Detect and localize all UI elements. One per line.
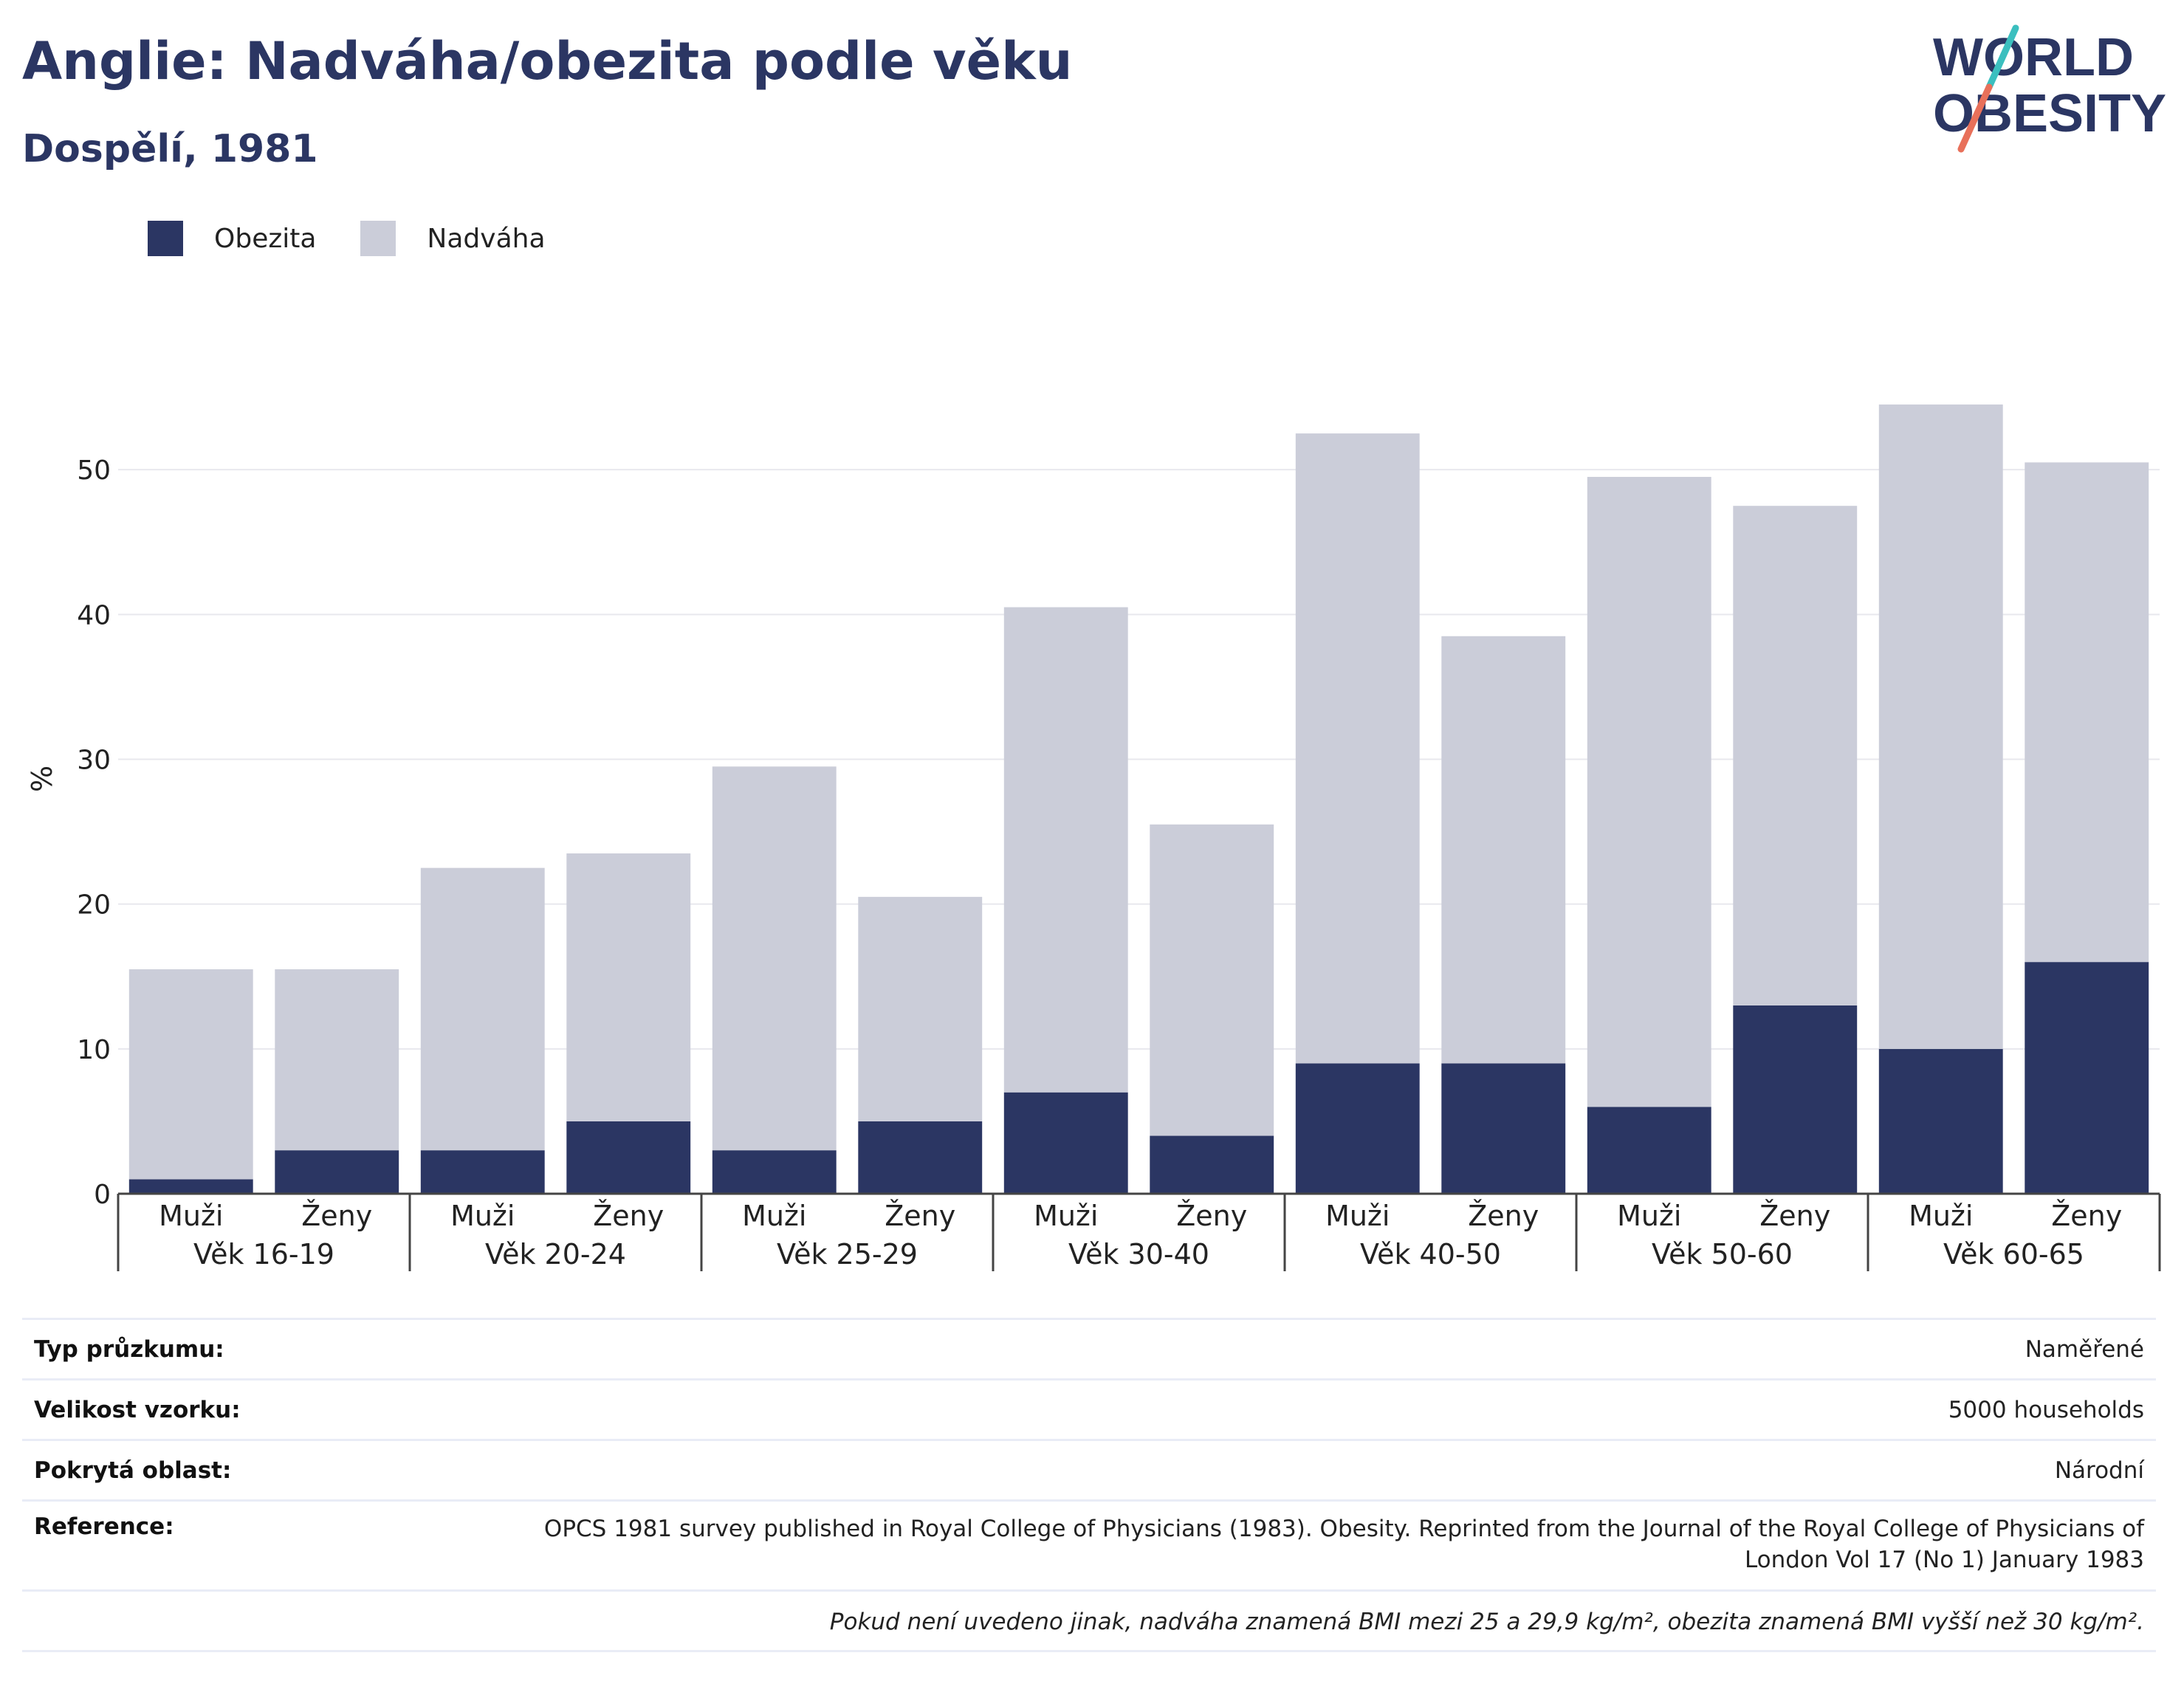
bar-obezita [275,1150,399,1194]
x-subcategory-label: Muži [450,1200,515,1232]
bar-obezita [1003,1092,1128,1194]
bar-obezita [858,1121,983,1194]
x-subcategory-label: Muži [1909,1200,1973,1232]
info-value: OPCS 1981 survey published in Royal Coll… [543,1516,2144,1573]
info-row-sample-size: Velikost vzorku: 5000 households [22,1381,2156,1441]
chart-legend: Obezita Nadváha [148,218,590,259]
bar-nadvaha [1003,607,1128,1093]
x-subcategory-label: Muži [1617,1200,1681,1232]
x-group-label: Věk 25-29 [777,1238,918,1271]
bar-nadvaha [1295,433,1420,1064]
y-tick-label: 50 [77,455,111,486]
info-label: Pokrytá oblast: [34,1457,232,1484]
bar-obezita [1878,1048,2003,1194]
info-value: Naměřené [2025,1335,2144,1363]
x-subcategory-label: Muži [1034,1200,1098,1232]
x-subcategory-label: Ženy [1176,1200,1247,1232]
stacked-bar-chart: 0 10 20 30 40 50% Muži Ženy Muži Ženy Muži Ženy Muži… [26,404,2161,1271]
logo-line-2: OBESITY [1933,84,2166,143]
chart-subtitle: Dospělí, 1981 [22,127,318,171]
y-tick-label: 30 [77,746,111,776]
x-group-label: Věk 60-65 [1943,1238,2084,1271]
logo-line-1: WORLD [1933,28,2134,87]
logo-slash-top [1985,24,2019,91]
x-subcategory-label: Ženy [593,1200,664,1232]
y-tick-label: 10 [77,1035,111,1065]
y-tick-label: 0 [94,1180,111,1210]
bar-obezita [1733,1005,1858,1194]
x-subcategory-label: Ženy [1468,1200,1539,1232]
bar-nadvaha [1150,824,1274,1136]
x-group-label: Věk 40-50 [1360,1238,1501,1271]
info-value: Národní [2054,1457,2144,1484]
x-subcategory-label: Ženy [301,1200,372,1232]
info-value: 5000 households [1948,1396,2144,1423]
x-group-label: Věk 20-24 [485,1238,626,1271]
bar-nadvaha [1587,476,1711,1107]
info-row-reference: Reference: OPCS 1981 survey published in… [22,1502,2156,1592]
legend-swatch-obezita [148,221,183,256]
bar-obezita [712,1150,837,1194]
x-subcategory-label: Muži [159,1200,223,1232]
bar-nadvaha [712,766,837,1151]
bar-nadvaha [1878,404,2003,1049]
info-label: Typ průzkumu: [34,1335,224,1363]
bar-nadvaha [275,969,399,1151]
bar-obezita [128,1179,253,1194]
definition-note: Pokud není uvedeno jinak, nadváha znamen… [22,1592,2156,1652]
legend-label-nadvaha: Nadváha [427,223,546,254]
y-axis-label: % [26,766,58,792]
bar-nadvaha [858,896,983,1121]
bar-obezita [420,1150,545,1194]
bar-nadvaha [128,969,253,1180]
bar-nadvaha [2025,462,2149,963]
bar-nadvaha [1441,636,1566,1064]
x-subcategory-label: Ženy [1759,1200,1830,1232]
x-subcategory-label: Ženy [2051,1200,2122,1232]
legend-label-obezita: Obezita [214,223,317,254]
x-group-label: Věk 50-60 [1652,1238,1793,1271]
world-obesity-logo: WORLD OBESITY [1933,24,2166,153]
x-subcategory-label: Muži [1325,1200,1390,1232]
legend-item-nadvaha[interactable]: Nadváha [360,221,546,256]
x-group-label: Věk 16-19 [193,1238,334,1271]
info-row-coverage: Pokrytá oblast: Národní [22,1441,2156,1502]
bar-obezita [1441,1063,1566,1194]
x-subcategory-label: Muži [742,1200,806,1232]
info-row-survey-type: Typ průzkumu: Naměřené [22,1320,2156,1381]
x-group-label: Věk 30-40 [1068,1238,1209,1271]
bar-nadvaha [420,867,545,1151]
bar-obezita [566,1121,691,1194]
legend-swatch-nadvaha [360,221,396,256]
bar-obezita [1587,1107,1711,1194]
legend-item-obezita[interactable]: Obezita [148,221,316,256]
info-label: Velikost vzorku: [34,1396,241,1423]
y-tick-label: 40 [77,600,111,630]
y-tick-label: 20 [77,890,111,921]
chart-title: Anglie: Nadváha/obezita podle věku [22,31,1073,92]
bar-obezita [1150,1135,1274,1194]
x-subcategory-label: Ženy [885,1200,955,1232]
survey-info-table: Typ průzkumu: Naměřené Velikost vzorku: … [22,1318,2156,1652]
bar-obezita [1295,1063,1420,1194]
bar-nadvaha [566,853,691,1121]
bar-obezita [2025,962,2149,1194]
info-label: Reference: [34,1513,174,1540]
bar-nadvaha [1733,506,1858,1005]
logo-slash-bottom [1957,83,1993,153]
